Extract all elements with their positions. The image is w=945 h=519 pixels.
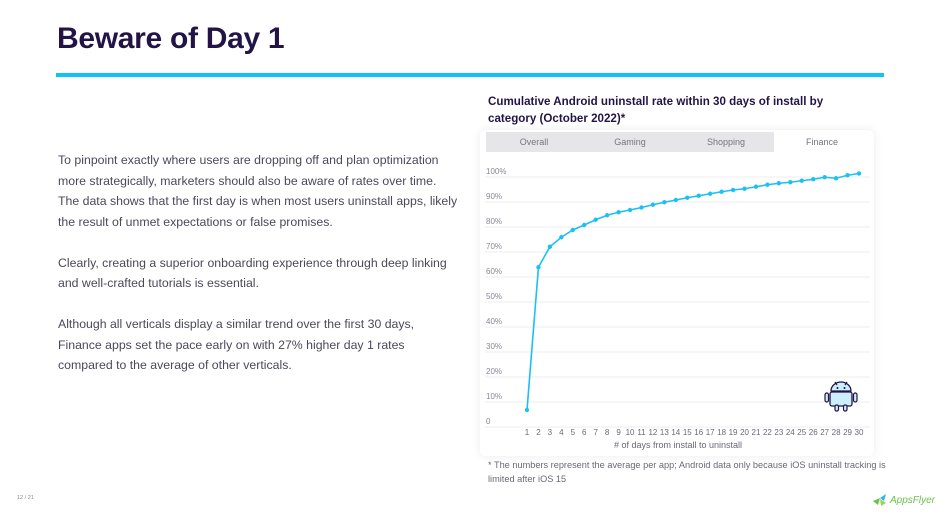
data-point-day-22[interactable] — [765, 182, 770, 187]
paragraph: To pinpoint exactly where users are drop… — [58, 153, 458, 229]
x-tick-label: 11 — [637, 428, 646, 437]
appsflyer-logo-icon — [873, 494, 886, 506]
x-tick-label: 19 — [729, 428, 738, 437]
body-text: To pinpoint exactly where users are drop… — [58, 150, 458, 396]
x-tick-label: 25 — [797, 428, 806, 437]
data-point-day-29[interactable] — [845, 173, 850, 178]
y-tick-label: 0 — [486, 417, 491, 426]
x-tick-label: 28 — [832, 428, 841, 437]
x-tick-label: 3 — [548, 428, 553, 437]
x-tick-label: 10 — [626, 428, 635, 437]
data-point-day-15[interactable] — [685, 195, 690, 200]
data-point-day-26[interactable] — [811, 177, 816, 182]
paragraph: Clearly, creating a superior onboarding … — [58, 255, 447, 291]
y-tick-label: 40% — [486, 317, 502, 326]
x-tick-label: 9 — [616, 428, 621, 437]
x-tick-label: 6 — [582, 428, 587, 437]
x-tick-label: 24 — [786, 428, 795, 437]
x-tick-label: 1 — [525, 428, 530, 437]
series-points — [524, 171, 862, 413]
category-tabs: Overall Gaming Shopping Finance — [486, 132, 870, 152]
data-point-day-20[interactable] — [742, 186, 747, 191]
x-tick-label: 27 — [820, 428, 829, 437]
data-point-day-6[interactable] — [582, 222, 587, 228]
x-tick-label: 13 — [660, 428, 669, 437]
data-point-day-5[interactable] — [570, 227, 575, 233]
data-point-day-21[interactable] — [753, 184, 759, 189]
data-point-day-2[interactable] — [536, 265, 541, 270]
data-point-day-16[interactable] — [696, 193, 701, 198]
footnote: * The numbers represent the average per … — [488, 460, 886, 484]
android-icon — [824, 381, 858, 412]
x-tick-label: 5 — [571, 428, 576, 437]
data-point-day-27[interactable] — [822, 175, 827, 180]
appsflyer-logo: AppsFlyer — [872, 493, 935, 507]
y-tick-label: 90% — [486, 192, 502, 201]
x-tick-label: 21 — [752, 428, 761, 437]
tab-overall[interactable]: Overall — [519, 137, 549, 147]
data-point-day-10[interactable] — [627, 207, 633, 213]
data-point-day-9[interactable] — [616, 210, 621, 215]
data-point-day-4[interactable] — [559, 235, 564, 240]
data-point-day-3[interactable] — [547, 244, 553, 249]
data-point-day-18[interactable] — [719, 189, 724, 194]
data-point-day-17[interactable] — [707, 191, 713, 196]
data-point-day-25[interactable] — [799, 178, 804, 183]
data-point-day-30[interactable] — [856, 171, 862, 176]
x-tick-label: 12 — [648, 428, 657, 437]
chart-title: Cumulative Android uninstall rate within… — [488, 95, 824, 125]
x-tick-label: 16 — [694, 428, 703, 437]
data-point-day-11[interactable] — [639, 205, 644, 210]
data-point-day-14[interactable] — [673, 197, 679, 203]
y-tick-label: 100% — [486, 167, 506, 176]
data-point-day-23[interactable] — [776, 181, 782, 186]
paragraph: Although all verticals display a similar… — [58, 317, 415, 372]
x-tick-label: 8 — [605, 428, 610, 437]
y-tick-label: 30% — [486, 342, 502, 351]
tab-gaming[interactable]: Gaming — [614, 137, 646, 147]
y-axis-ticks: 0 10% 20% 30% 40% 50% 60% 70% 80% 90% 100% — [486, 167, 506, 426]
data-point-day-28[interactable] — [833, 176, 839, 181]
gridlines — [485, 176, 870, 428]
x-tick-label: 18 — [717, 428, 726, 437]
x-tick-label: 29 — [843, 428, 852, 437]
tab-shopping[interactable]: Shopping — [706, 137, 746, 147]
y-tick-label: 60% — [486, 267, 502, 276]
appsflyer-logo-text: AppsFlyer — [890, 494, 936, 506]
tab-finance[interactable]: Finance — [774, 132, 870, 152]
x-tick-label: 30 — [855, 428, 864, 437]
x-tick-label: 20 — [740, 428, 749, 437]
x-tick-label: 17 — [706, 428, 715, 437]
x-tick-label: 26 — [809, 428, 818, 437]
data-point-day-13[interactable] — [662, 200, 667, 205]
x-tick-label: 4 — [559, 428, 564, 437]
chart-card: Overall Gaming Shopping Finance 0 10% 20% 3… — [480, 130, 874, 456]
x-tick-label: 14 — [671, 428, 680, 437]
y-tick-label: 80% — [486, 217, 502, 226]
data-point-day-7[interactable] — [593, 217, 598, 222]
data-point-day-24[interactable] — [788, 180, 793, 185]
x-tick-label: 15 — [683, 428, 692, 437]
x-axis-ticks: 1 2 3 4 5 6 7 8 9 10 11 12 13 14 15 16 17 18 19 20 21 22 23 24 2… — [525, 428, 864, 437]
y-tick-label: 50% — [486, 292, 502, 301]
y-tick-label: 70% — [486, 242, 502, 251]
data-point-day-8[interactable] — [604, 213, 610, 218]
x-axis-label: # of days from install to uninstall — [614, 440, 742, 450]
x-tick-label: 7 — [593, 428, 598, 437]
data-point-day-12[interactable] — [650, 202, 656, 207]
page-title: Beware of Day 1 — [57, 22, 285, 55]
series-line-finance — [526, 172, 860, 411]
x-tick-label: 2 — [536, 428, 541, 437]
x-tick-label: 22 — [763, 428, 772, 437]
page-number: 12 / 21 — [17, 495, 34, 501]
x-tick-label: 23 — [774, 428, 783, 437]
data-point-day-1[interactable] — [524, 407, 530, 413]
title-underline — [56, 73, 884, 77]
data-point-day-19[interactable] — [730, 187, 736, 193]
y-tick-label: 10% — [486, 392, 502, 401]
y-tick-label: 20% — [486, 367, 502, 376]
